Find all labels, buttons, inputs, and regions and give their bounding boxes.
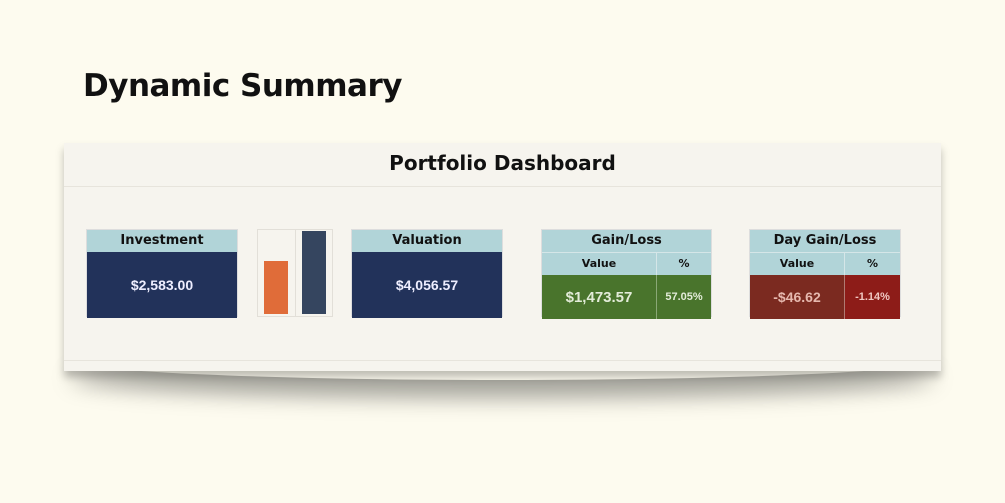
day-gain-loss-label: Day Gain/Loss xyxy=(750,230,900,252)
gain-loss-tile: Gain/Loss Value % $1,473.57 57.05% xyxy=(541,229,712,319)
bar-valuation xyxy=(302,231,326,314)
valuation-label: Valuation xyxy=(352,230,502,252)
gain-loss-value-header: Value xyxy=(542,253,657,275)
divider xyxy=(64,360,941,361)
gain-loss-pct: 57.05% xyxy=(657,275,711,319)
day-gain-loss-pct-header: % xyxy=(866,257,879,270)
day-gain-loss-value: -$46.62 xyxy=(750,275,845,319)
investment-value: $2,583.00 xyxy=(87,252,237,318)
investment-label: Investment xyxy=(87,230,237,252)
valuation-value: $4,056.57 xyxy=(352,252,502,318)
day-gain-loss-pct: -1.14% xyxy=(845,275,900,319)
dashboard-title: Portfolio Dashboard xyxy=(389,151,616,175)
gain-loss-label: Gain/Loss xyxy=(542,230,711,252)
chart-separator xyxy=(295,230,296,316)
gain-loss-pct-header: % xyxy=(678,257,690,270)
gain-loss-value: $1,473.57 xyxy=(542,275,657,319)
divider xyxy=(64,186,941,187)
portfolio-dashboard-card: Portfolio Dashboard Investment $2,583.00… xyxy=(64,143,941,371)
investment-vs-valuation-chart xyxy=(257,229,333,317)
page-title: Dynamic Summary xyxy=(83,68,402,104)
day-gain-loss-tile: Day Gain/Loss Value % -$46.62 -1.14% xyxy=(749,229,901,319)
day-gain-loss-value-header: Value xyxy=(750,253,845,275)
bar-investment xyxy=(264,261,288,314)
investment-tile: Investment $2,583.00 xyxy=(86,229,238,318)
valuation-tile: Valuation $4,056.57 xyxy=(351,229,503,318)
